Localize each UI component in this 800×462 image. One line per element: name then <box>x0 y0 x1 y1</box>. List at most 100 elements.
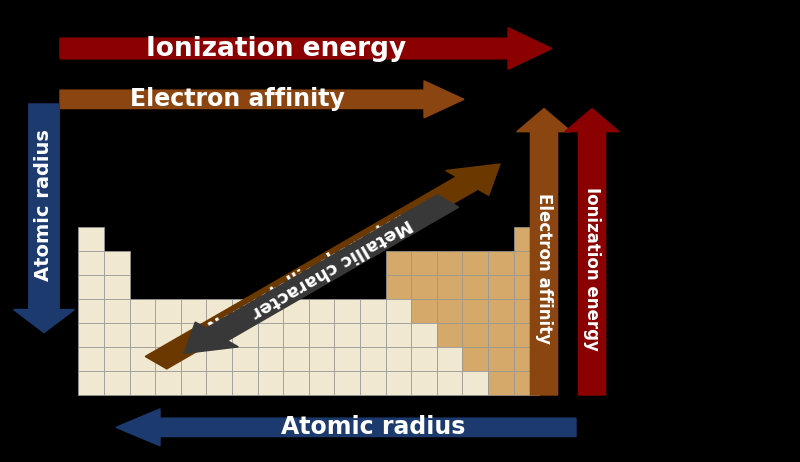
Bar <box>283 371 309 395</box>
Bar <box>181 299 206 323</box>
Bar <box>411 275 437 299</box>
Bar <box>334 347 360 371</box>
Bar <box>181 347 206 371</box>
Bar <box>360 323 386 347</box>
Bar <box>514 251 539 275</box>
Bar <box>462 371 488 395</box>
Bar <box>104 275 130 299</box>
Bar <box>488 299 514 323</box>
Bar <box>386 371 411 395</box>
Bar <box>206 299 232 323</box>
Bar <box>411 299 437 323</box>
FancyArrow shape <box>146 164 500 369</box>
Bar <box>411 371 437 395</box>
Text: Atomic radius: Atomic radius <box>282 415 466 439</box>
Bar <box>514 347 539 371</box>
Bar <box>206 347 232 371</box>
Bar <box>104 299 130 323</box>
Bar <box>104 371 130 395</box>
Bar <box>437 323 462 347</box>
Bar <box>155 371 181 395</box>
Text: Ionization energy: Ionization energy <box>583 187 601 351</box>
Bar <box>130 323 155 347</box>
Bar <box>386 347 411 371</box>
Bar <box>437 251 462 275</box>
Text: Metallic character: Metallic character <box>248 214 415 322</box>
Bar <box>334 299 360 323</box>
Bar <box>283 347 309 371</box>
Bar <box>334 371 360 395</box>
Bar <box>386 251 411 275</box>
Bar <box>514 323 539 347</box>
Bar <box>258 371 283 395</box>
FancyArrow shape <box>565 109 619 395</box>
Bar <box>462 251 488 275</box>
FancyArrow shape <box>14 104 74 333</box>
Bar <box>411 251 437 275</box>
Bar <box>78 323 104 347</box>
Bar <box>411 323 437 347</box>
Bar <box>309 323 334 347</box>
Bar <box>78 299 104 323</box>
Bar <box>437 371 462 395</box>
Bar <box>155 299 181 323</box>
Bar <box>155 323 181 347</box>
Bar <box>462 323 488 347</box>
Bar <box>232 347 258 371</box>
Bar <box>309 299 334 323</box>
FancyArrow shape <box>60 28 552 69</box>
Bar <box>488 371 514 395</box>
Bar <box>386 323 411 347</box>
Bar <box>78 227 104 251</box>
FancyArrow shape <box>184 195 458 353</box>
Bar <box>514 371 539 395</box>
Bar <box>462 299 488 323</box>
Bar <box>488 251 514 275</box>
Bar <box>232 299 258 323</box>
Bar <box>258 299 283 323</box>
Bar <box>78 347 104 371</box>
Bar <box>360 299 386 323</box>
Bar <box>462 275 488 299</box>
Bar <box>488 347 514 371</box>
Bar <box>104 251 130 275</box>
Bar <box>514 275 539 299</box>
Text: Electron affinity: Electron affinity <box>130 87 345 111</box>
Text: Ionization energy: Ionization energy <box>146 36 406 61</box>
Bar <box>488 275 514 299</box>
Text: Electron affinity: Electron affinity <box>535 194 553 345</box>
Bar <box>130 347 155 371</box>
Bar <box>232 323 258 347</box>
Bar <box>514 299 539 323</box>
FancyArrow shape <box>517 109 571 395</box>
Bar <box>488 323 514 347</box>
Bar <box>104 323 130 347</box>
FancyArrow shape <box>60 81 464 118</box>
Bar <box>283 299 309 323</box>
Bar <box>386 299 411 323</box>
Bar <box>386 275 411 299</box>
Bar <box>181 371 206 395</box>
Bar <box>78 371 104 395</box>
Text: Nonmetallic character: Nonmetallic character <box>206 212 409 339</box>
Bar <box>437 347 462 371</box>
Bar <box>334 323 360 347</box>
Bar <box>514 227 539 251</box>
Bar <box>155 347 181 371</box>
Bar <box>258 347 283 371</box>
Bar <box>78 275 104 299</box>
Bar <box>309 371 334 395</box>
Bar <box>411 347 437 371</box>
Bar <box>104 347 130 371</box>
Bar <box>360 371 386 395</box>
Bar <box>206 323 232 347</box>
Bar <box>462 347 488 371</box>
Bar <box>258 323 283 347</box>
Bar <box>437 299 462 323</box>
Bar <box>360 347 386 371</box>
Text: Atomic radius: Atomic radius <box>34 128 54 280</box>
Bar <box>283 323 309 347</box>
Bar <box>78 251 104 275</box>
Bar <box>130 371 155 395</box>
Bar <box>206 371 232 395</box>
